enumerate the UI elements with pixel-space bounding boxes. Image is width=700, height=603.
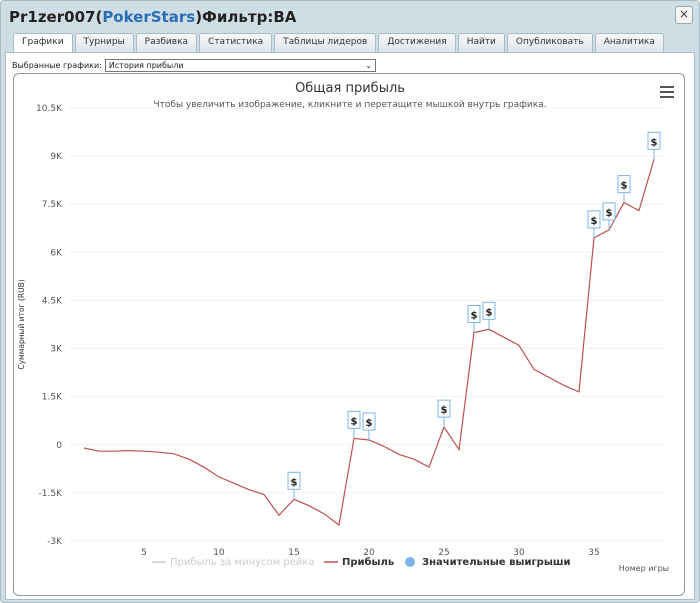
big-win-flag-box bbox=[362, 412, 376, 431]
big-win-flag-label: $ bbox=[366, 418, 373, 429]
tab-publish[interactable]: Опубликовать bbox=[506, 33, 593, 52]
tab-statistics[interactable]: Статистика bbox=[199, 33, 273, 52]
y-tick-label: 9K bbox=[50, 152, 63, 162]
big-win-flag-label: $ bbox=[486, 307, 493, 318]
legend-item[interactable]: Прибыль за минусом рейка bbox=[152, 557, 315, 568]
big-win-flag-box bbox=[602, 202, 616, 221]
x-tick-label: 30 bbox=[513, 548, 525, 558]
x-tick-label: 35 bbox=[588, 548, 599, 558]
big-win-flag-box bbox=[587, 210, 601, 229]
title-close-paren: ) bbox=[195, 8, 203, 26]
big-win-flag-label: $ bbox=[441, 405, 448, 416]
tab-search[interactable]: Найти bbox=[457, 33, 505, 52]
big-win-flag-box bbox=[647, 131, 661, 150]
big-win-flag: $ bbox=[482, 301, 496, 330]
profit-chart[interactable]: -3K -1.5K 0 1.5K 3K 4.5K 6K 7.5K 9K 10.5K 5 10 15 20 2… bbox=[14, 74, 685, 596]
big-win-flag: $ bbox=[587, 210, 601, 238]
chart-selector-label: Выбранные графики: bbox=[12, 61, 102, 70]
title-username: Pr1zer007 bbox=[9, 8, 96, 26]
tab-bar: Графики Турниры Разбивка Статистика Табл… bbox=[13, 33, 664, 53]
y-axis-label: Суммарный итог (RUB) bbox=[17, 279, 26, 369]
chart-selector-dropdown[interactable]: История прибыли ⌄ bbox=[104, 59, 376, 72]
legend-item[interactable]: Прибыль bbox=[324, 556, 394, 568]
tab-breakdown[interactable]: Разбивка bbox=[135, 33, 198, 52]
chart-selector-row: Выбранные графики: История прибыли ⌄ bbox=[12, 59, 376, 72]
tab-analytics[interactable]: Аналитика bbox=[594, 33, 664, 52]
big-win-flag: $ bbox=[437, 399, 451, 428]
big-win-flag: $ bbox=[602, 202, 616, 230]
big-win-flag: $ bbox=[362, 412, 376, 440]
big-win-flag: $ bbox=[347, 410, 361, 439]
big-win-flag-box bbox=[617, 175, 631, 194]
legend-item-label: Прибыль bbox=[342, 556, 394, 568]
chart-title: Общая прибыль bbox=[295, 81, 405, 96]
x-tick-label: 15 bbox=[288, 548, 299, 558]
chevron-down-icon: ⌄ bbox=[365, 61, 372, 70]
big-win-flag-label: $ bbox=[621, 181, 628, 192]
chart-selector-value: История прибыли bbox=[108, 61, 184, 70]
big-win-flag: $ bbox=[647, 131, 661, 160]
tab-content-panel: Выбранные графики: История прибыли ⌄ -3K… bbox=[5, 52, 695, 600]
big-win-flag-label: $ bbox=[606, 208, 613, 219]
legend-item-label: Значительные выигрыши bbox=[422, 557, 571, 568]
y-tick-label: 4.5K bbox=[42, 296, 63, 306]
chart-container[interactable]: -3K -1.5K 0 1.5K 3K 4.5K 6K 7.5K 9K 10.5K 5 10 15 20 2… bbox=[13, 73, 685, 596]
title-site-link[interactable]: PokerStars bbox=[102, 8, 196, 26]
window-title: Pr1zer007 (PokerStars) Фильтр:BA bbox=[9, 5, 669, 29]
y-tick-label: 1.5K bbox=[42, 393, 63, 403]
tab-tournaments[interactable]: Турниры bbox=[74, 33, 134, 52]
tab-charts[interactable]: Графики bbox=[13, 33, 73, 53]
y-tick-label: 7.5K bbox=[42, 200, 63, 210]
chart-subtitle: Чтобы увеличить изображение, кликните и … bbox=[153, 100, 546, 110]
big-win-flag: $ bbox=[287, 471, 301, 500]
big-win-flag: $ bbox=[467, 305, 481, 333]
chart-menu-icon[interactable] bbox=[660, 86, 674, 98]
big-win-flag-label: $ bbox=[651, 137, 658, 148]
y-tick-label: 10.5K bbox=[36, 104, 63, 114]
big-win-flag-label: $ bbox=[291, 477, 298, 488]
big-win-flag-box bbox=[467, 305, 481, 324]
big-win-flag-box bbox=[482, 301, 496, 320]
title-open-paren: ( bbox=[95, 8, 103, 26]
big-win-flag-label: $ bbox=[591, 216, 598, 227]
y-tick-label: -1.5K bbox=[39, 489, 64, 499]
legend-item[interactable]: Значительные выигрыши bbox=[405, 557, 571, 568]
x-tick-label: 20 bbox=[363, 548, 375, 558]
legend-dot-marker bbox=[405, 557, 415, 567]
big-win-flag-box bbox=[287, 471, 301, 490]
x-tick-label: 25 bbox=[438, 548, 449, 558]
legend-item-label: Прибыль за минусом рейка bbox=[170, 557, 315, 568]
big-win-flag-box bbox=[347, 410, 361, 429]
x-tick-label: 10 bbox=[213, 548, 225, 558]
y-tick-label: -3K bbox=[47, 537, 63, 547]
y-tick-label: 0 bbox=[56, 441, 62, 451]
close-button[interactable]: × bbox=[675, 6, 693, 24]
big-win-flag: $ bbox=[617, 175, 631, 203]
profit-series-line bbox=[83, 159, 655, 527]
tab-achievements[interactable]: Достижения bbox=[378, 33, 456, 52]
y-tick-label: 3K bbox=[50, 345, 63, 355]
big-win-flag-label: $ bbox=[351, 416, 358, 427]
y-tick-label: 6K bbox=[50, 248, 63, 258]
x-tick-label: 5 bbox=[141, 548, 147, 558]
tab-leaderboards[interactable]: Таблицы лидеров bbox=[274, 33, 377, 52]
big-win-flag-box bbox=[437, 399, 451, 418]
big-win-flag-label: $ bbox=[471, 311, 478, 322]
x-axis-label: Номер игры bbox=[619, 564, 669, 573]
title-filter: Фильтр:BA bbox=[202, 8, 297, 26]
